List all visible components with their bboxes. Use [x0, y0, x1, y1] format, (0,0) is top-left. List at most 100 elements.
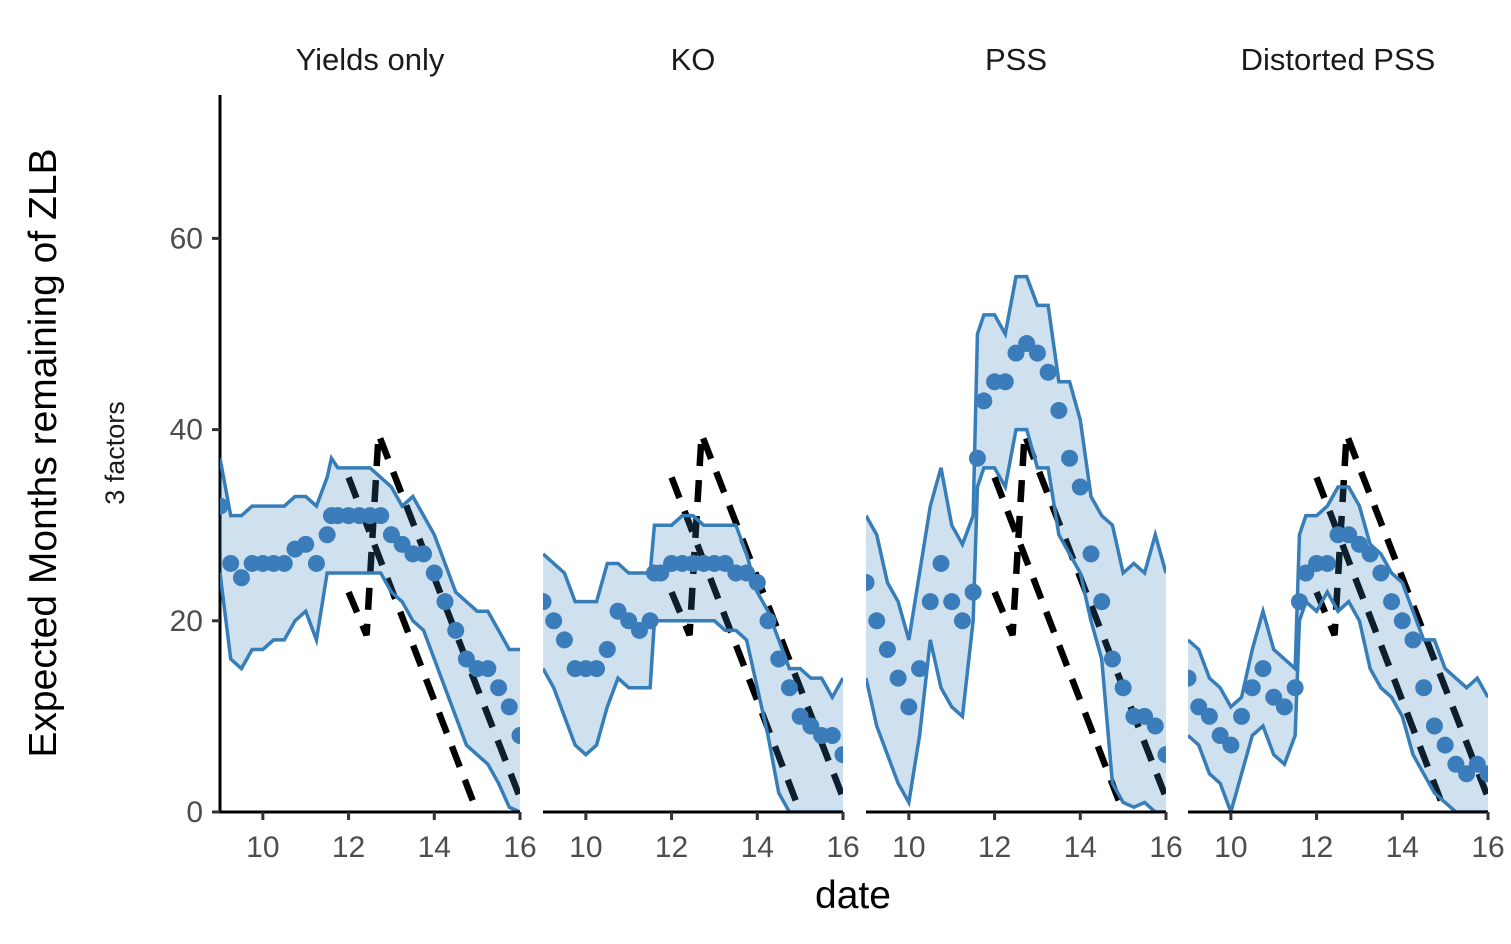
data-point	[964, 583, 982, 601]
data-point	[932, 554, 950, 572]
data-point	[545, 612, 563, 630]
panel-distorted-pss: Distorted PSS 10 12 14 16	[1188, 42, 1505, 864]
data-point	[868, 612, 886, 630]
data-point	[921, 593, 939, 611]
data-point	[943, 593, 961, 611]
data-point	[1146, 717, 1164, 735]
reference-line	[345, 433, 520, 799]
panel-title: Distorted PSS	[1241, 42, 1436, 77]
data-point	[1222, 736, 1240, 754]
data-point	[1050, 401, 1068, 419]
data-point	[1275, 698, 1293, 716]
lower-band-line	[220, 571, 520, 812]
data-point	[1200, 707, 1218, 725]
upper-band-line	[543, 513, 843, 701]
x-tick-label: 12	[332, 831, 365, 864]
data-point	[1479, 765, 1488, 783]
data-point	[447, 621, 465, 639]
x-tick-label: 14	[1386, 831, 1419, 864]
data-point	[823, 727, 841, 745]
data-point	[866, 574, 875, 592]
data-point	[511, 727, 520, 745]
y-axis-title: Expected Months remaining of ZLB	[22, 148, 65, 757]
data-point	[975, 392, 993, 410]
data-point	[878, 640, 896, 658]
plot-area	[1188, 433, 1488, 812]
y-tick-label: 60	[170, 222, 203, 255]
data-point	[1393, 612, 1411, 630]
x-tick-label: 10	[246, 831, 279, 864]
data-point	[1404, 631, 1422, 649]
data-point	[1157, 746, 1166, 764]
data-point	[372, 507, 390, 525]
data-point	[598, 640, 616, 658]
data-point	[1254, 660, 1272, 678]
panel-yields-only: Yields only 10 12 14 16	[220, 42, 537, 864]
data-point	[1318, 554, 1336, 572]
reference-line	[668, 476, 804, 812]
data-point	[1383, 593, 1401, 611]
data-point	[1243, 679, 1261, 697]
data-point	[1028, 344, 1046, 362]
data-point	[834, 746, 843, 764]
confidence-band	[1188, 486, 1488, 812]
data-point	[748, 574, 766, 592]
confidence-band	[866, 276, 1166, 812]
upper-band-line	[1188, 485, 1488, 710]
data-point	[1286, 679, 1304, 697]
x-tick-label: 10	[569, 831, 602, 864]
data-point	[911, 660, 929, 678]
data-point	[555, 631, 573, 649]
lower-band-line	[1188, 588, 1488, 812]
y-tick-label: 0	[186, 796, 203, 829]
reference-line	[991, 476, 1127, 812]
data-point	[1093, 593, 1111, 611]
data-point	[1039, 363, 1057, 381]
data-point	[770, 650, 788, 668]
y-tick-label: 40	[170, 414, 203, 447]
data-point	[953, 612, 971, 630]
panel-title: Yields only	[296, 42, 445, 77]
data-point	[900, 698, 918, 716]
data-point	[436, 593, 454, 611]
data-point	[1425, 717, 1443, 735]
x-tick-label: 16	[826, 831, 859, 864]
data-point	[1114, 679, 1132, 697]
upper-band-line	[866, 274, 1166, 641]
data-point	[1103, 650, 1121, 668]
row-label: 3 factors	[100, 401, 130, 505]
data-point	[996, 373, 1014, 391]
data-point	[275, 554, 293, 572]
data-point	[1082, 545, 1100, 563]
data-point	[641, 612, 659, 630]
reference-line	[345, 476, 481, 812]
data-point	[1436, 736, 1454, 754]
x-tick-label: 14	[1064, 831, 1097, 864]
data-point	[1361, 545, 1379, 563]
x-tick-label: 16	[503, 831, 536, 864]
data-point	[222, 554, 240, 572]
data-point	[968, 449, 986, 467]
plot-area	[220, 433, 520, 812]
panel-ko: KO 10 12 14 16	[543, 42, 860, 864]
x-tick-label: 12	[655, 831, 688, 864]
panel-pss: PSS 10 12 14 16	[866, 42, 1183, 864]
data-point	[543, 593, 552, 611]
data-point	[588, 660, 606, 678]
data-point	[1188, 669, 1197, 687]
panel-title: PSS	[985, 42, 1047, 77]
data-point	[1372, 564, 1390, 582]
data-point	[297, 535, 315, 553]
panel-title: KO	[671, 42, 716, 77]
x-tick-label: 16	[1149, 831, 1182, 864]
x-tick-label: 14	[418, 831, 451, 864]
plot-area	[866, 274, 1166, 812]
reference-line	[1313, 476, 1449, 812]
confidence-band	[543, 515, 843, 812]
data-point	[415, 545, 433, 563]
data-point	[220, 497, 229, 515]
data-point	[889, 669, 907, 687]
x-tick-label: 14	[741, 831, 774, 864]
data-point	[759, 612, 777, 630]
